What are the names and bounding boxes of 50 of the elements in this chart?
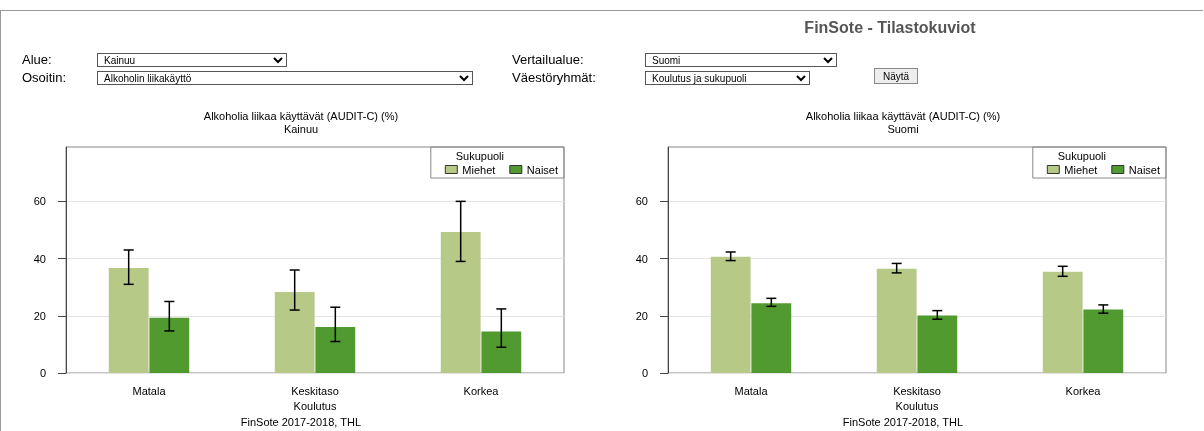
chart-subtitle: Suomi	[887, 122, 919, 135]
chart-title: Alkoholia liikaa käyttävät (AUDIT-C) (%)	[805, 109, 1001, 122]
legend-label: Naiset	[526, 163, 559, 176]
text: FinSote - Tilastokuviot	[803, 19, 977, 37]
text: Näytä	[874, 68, 919, 84]
chart-subtitle: Kainuu	[283, 122, 319, 135]
text: Koulutus ja sukupuoli	[645, 71, 810, 85]
legend-title: Sukupuoli	[455, 149, 505, 162]
bar	[315, 326, 356, 373]
x-tick-label: Korkea	[463, 384, 500, 397]
x-tick-label: Matala	[132, 384, 167, 397]
text: Osoitin:	[22, 70, 67, 85]
text: Suomi	[645, 53, 837, 67]
y-tick-label: 20	[635, 309, 648, 322]
x-axis-title: Koulutus	[293, 400, 337, 413]
x-tick-label: Matala	[734, 384, 769, 397]
bar	[481, 331, 522, 373]
x-tick-label: Keskitaso	[893, 384, 941, 397]
bar	[440, 231, 481, 373]
chart-title: Alkoholia liikaa käyttävät (AUDIT-C) (%)	[203, 109, 399, 122]
y-tick-label: 0	[641, 367, 648, 379]
text: Vertailualue:	[512, 52, 584, 67]
text: Alkoholin liikakäyttö	[97, 71, 473, 85]
y-tick-label: 40	[635, 252, 648, 265]
bar	[917, 315, 958, 373]
y-tick-label: 20	[33, 309, 46, 322]
x-tick-label: Korkea	[1065, 384, 1102, 397]
bar	[710, 256, 751, 373]
legend-label: Naiset	[1128, 163, 1161, 176]
bar	[751, 303, 792, 373]
y-tick-label: 60	[33, 195, 46, 208]
text: FinSote 2017-2018, THL	[842, 415, 964, 428]
text: Alue:	[22, 52, 52, 67]
legend-title: Sukupuoli	[1057, 149, 1107, 162]
text: Kainuu	[97, 53, 287, 67]
bar	[274, 292, 315, 373]
text: Väestöryhmät:	[512, 70, 596, 85]
y-tick-label: 0	[39, 367, 46, 379]
legend-label: Miehet	[1064, 163, 1098, 176]
bar	[1083, 309, 1124, 373]
bar	[108, 268, 149, 373]
y-tick-label: 60	[635, 195, 648, 208]
y-tick-label: 40	[33, 252, 46, 265]
text: FinSote 2017-2018, THL	[240, 415, 362, 428]
x-tick-label: Keskitaso	[291, 384, 339, 397]
x-axis-title: Koulutus	[895, 400, 939, 413]
bar	[149, 317, 190, 373]
bar	[876, 268, 917, 373]
legend-label: Miehet	[462, 163, 496, 176]
bar	[1042, 271, 1083, 373]
